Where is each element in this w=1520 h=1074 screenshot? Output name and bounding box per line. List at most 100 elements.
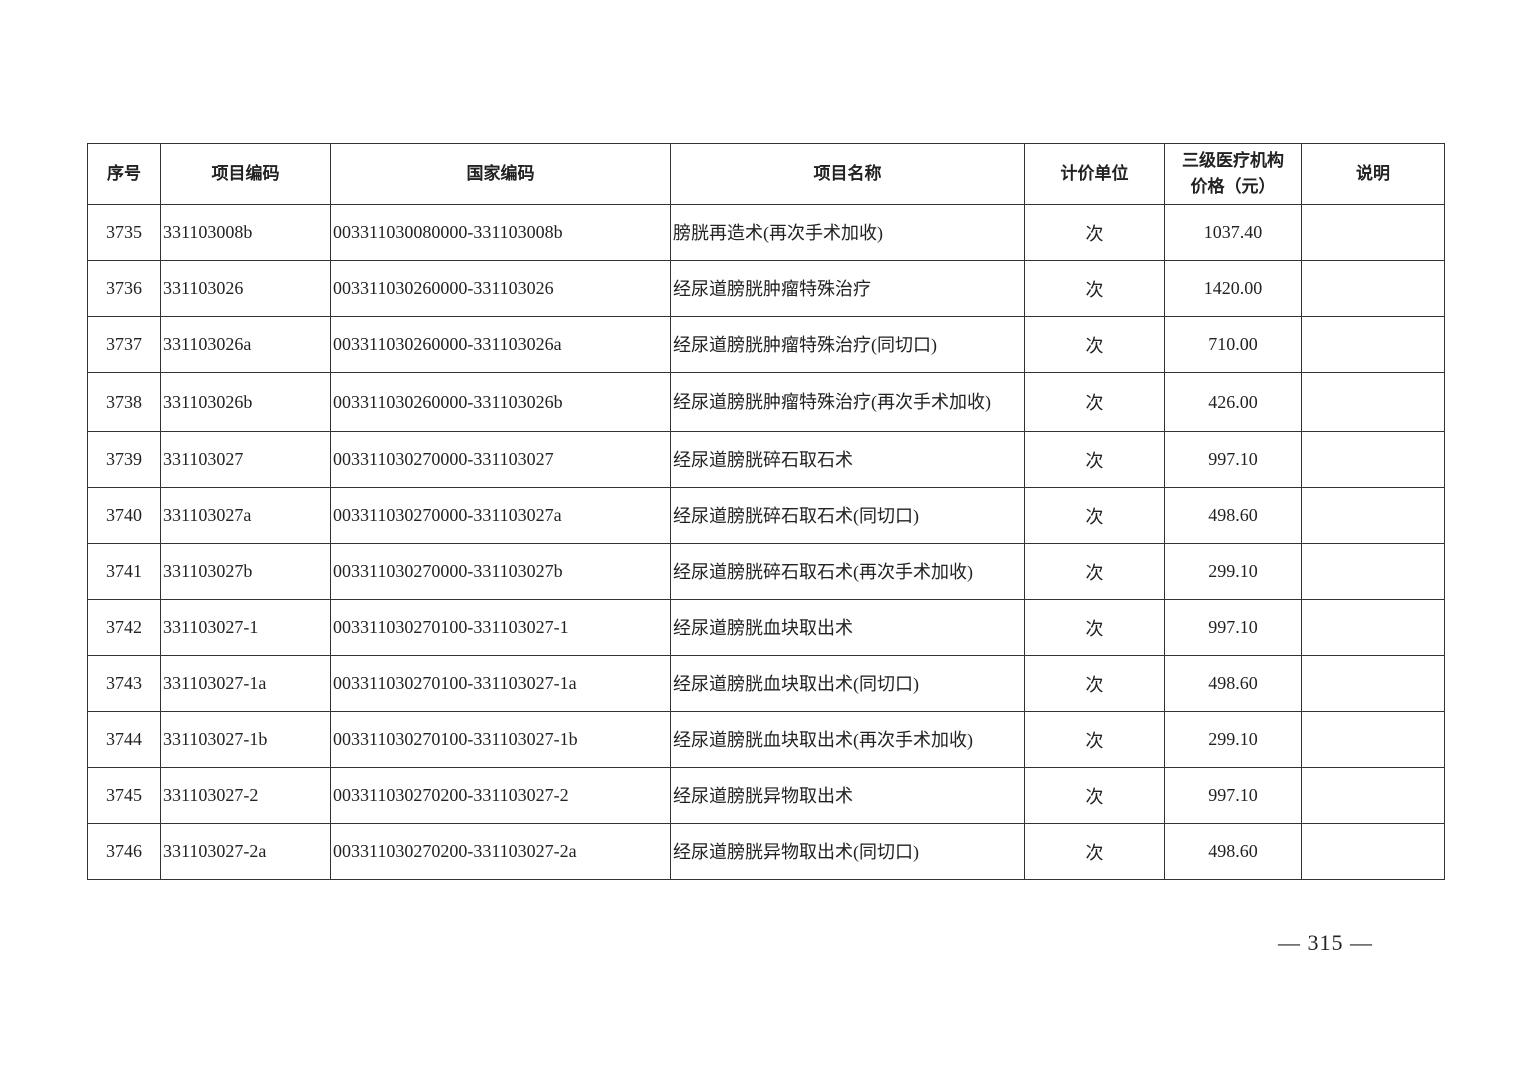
cell-no: 3742 — [87, 599, 161, 656]
table-row: 3743 331103027-1a 003311030270100-33110302… — [87, 655, 1445, 712]
cell-no: 3743 — [87, 655, 161, 712]
header-price: 三级医疗机构 价格（元） — [1164, 143, 1302, 205]
cell-name: 经尿道膀胱碎石取石术(同切口) — [670, 487, 1025, 544]
cell-price: 498.60 — [1164, 823, 1302, 880]
cell-price: 710.00 — [1164, 316, 1302, 373]
cell-unit: 次 — [1024, 767, 1165, 824]
cell-note — [1301, 711, 1445, 768]
table-row: 3738 331103026b 003311030260000-331103026b… — [87, 372, 1445, 432]
cell-price: 498.60 — [1164, 655, 1302, 712]
header-price-line1: 三级医疗机构 — [1182, 151, 1284, 171]
cell-name: 膀胱再造术(再次手术加收) — [670, 204, 1025, 261]
cell-code: 331103026a — [160, 316, 331, 373]
cell-name: 经尿道膀胱肿瘤特殊治疗(同切口) — [670, 316, 1025, 373]
cell-unit: 次 — [1024, 204, 1165, 261]
table-header-row: 序号 项目编码 国家编码 项目名称 计价单位 三级医疗机构 价格（元） 说明 — [87, 143, 1445, 205]
cell-unit: 次 — [1024, 599, 1165, 656]
cell-no: 3740 — [87, 487, 161, 544]
cell-name: 经尿道膀胱异物取出术(同切口) — [670, 823, 1025, 880]
cell-name: 经尿道膀胱异物取出术 — [670, 767, 1025, 824]
cell-no: 3738 — [87, 372, 161, 432]
header-national-code: 国家编码 — [330, 143, 671, 205]
cell-national: 003311030080000-331103008b — [330, 204, 671, 261]
cell-national: 003311030270200-331103027-2 — [330, 767, 671, 824]
cell-code: 331103008b — [160, 204, 331, 261]
cell-name: 经尿道膀胱血块取出术 — [670, 599, 1025, 656]
cell-unit: 次 — [1024, 543, 1165, 600]
cell-name: 经尿道膀胱碎石取石术 — [670, 431, 1025, 488]
cell-code: 331103027-1 — [160, 599, 331, 656]
cell-no: 3737 — [87, 316, 161, 373]
cell-note — [1301, 260, 1445, 317]
header-price-line2: 价格（元） — [1190, 177, 1276, 197]
cell-unit: 次 — [1024, 655, 1165, 712]
cell-code: 331103027a — [160, 487, 331, 544]
cell-no: 3741 — [87, 543, 161, 600]
table-row: 3744 331103027-1b 003311030270100-33110302… — [87, 711, 1445, 768]
cell-name: 经尿道膀胱碎石取石术(再次手术加收) — [670, 543, 1025, 600]
cell-name: 经尿道膀胱肿瘤特殊治疗 — [670, 260, 1025, 317]
cell-national: 003311030270000-331103027 — [330, 431, 671, 488]
cell-code: 331103027-2a — [160, 823, 331, 880]
cell-national: 003311030260000-331103026 — [330, 260, 671, 317]
table-row: 3741 331103027b 003311030270000-331103027b… — [87, 543, 1445, 600]
cell-code: 331103027b — [160, 543, 331, 600]
cell-no: 3745 — [87, 767, 161, 824]
table-row: 3739 331103027 003311030270000-331103027 经尿… — [87, 431, 1445, 488]
cell-name: 经尿道膀胱肿瘤特殊治疗(再次手术加收) — [670, 372, 1025, 432]
cell-national: 003311030260000-331103026b — [330, 372, 671, 432]
header-unit: 计价单位 — [1024, 143, 1165, 205]
table-row: 3740 331103027a 003311030270000-331103027a… — [87, 487, 1445, 544]
cell-name: 经尿道膀胱血块取出术(同切口) — [670, 655, 1025, 712]
cell-unit: 次 — [1024, 316, 1165, 373]
cell-code: 331103026b — [160, 372, 331, 432]
cell-no: 3736 — [87, 260, 161, 317]
price-table: 序号 项目编码 国家编码 项目名称 计价单位 三级医疗机构 价格（元） 说明 37… — [87, 143, 1445, 880]
table-row: 3736 331103026 003311030260000-331103026 经尿… — [87, 260, 1445, 317]
cell-price: 299.10 — [1164, 711, 1302, 768]
table-row: 3737 331103026a 003311030260000-331103026a… — [87, 316, 1445, 373]
cell-national: 003311030270000-331103027b — [330, 543, 671, 600]
header-note: 说明 — [1301, 143, 1445, 205]
cell-unit: 次 — [1024, 823, 1165, 880]
cell-no: 3746 — [87, 823, 161, 880]
cell-note — [1301, 655, 1445, 712]
cell-no: 3744 — [87, 711, 161, 768]
cell-code: 331103027-1b — [160, 711, 331, 768]
cell-note — [1301, 543, 1445, 600]
cell-code: 331103026 — [160, 260, 331, 317]
cell-no: 3739 — [87, 431, 161, 488]
cell-price: 299.10 — [1164, 543, 1302, 600]
cell-price: 1420.00 — [1164, 260, 1302, 317]
header-no: 序号 — [87, 143, 161, 205]
cell-national: 003311030270100-331103027-1a — [330, 655, 671, 712]
cell-price: 997.10 — [1164, 431, 1302, 488]
table-row: 3745 331103027-2 003311030270200-331103027… — [87, 767, 1445, 824]
cell-note — [1301, 599, 1445, 656]
cell-national: 003311030270100-331103027-1 — [330, 599, 671, 656]
cell-national: 003311030270000-331103027a — [330, 487, 671, 544]
cell-unit: 次 — [1024, 260, 1165, 317]
cell-unit: 次 — [1024, 372, 1165, 432]
cell-code: 331103027 — [160, 431, 331, 488]
cell-national: 003311030270200-331103027-2a — [330, 823, 671, 880]
cell-national: 003311030260000-331103026a — [330, 316, 671, 373]
cell-price: 498.60 — [1164, 487, 1302, 544]
cell-no: 3735 — [87, 204, 161, 261]
cell-note — [1301, 372, 1445, 432]
cell-unit: 次 — [1024, 487, 1165, 544]
cell-price: 997.10 — [1164, 767, 1302, 824]
cell-unit: 次 — [1024, 711, 1165, 768]
cell-note — [1301, 431, 1445, 488]
cell-price: 997.10 — [1164, 599, 1302, 656]
table-row: 3742 331103027-1 003311030270100-331103027… — [87, 599, 1445, 656]
cell-note — [1301, 767, 1445, 824]
cell-code: 331103027-1a — [160, 655, 331, 712]
table-row: 3746 331103027-2a 003311030270200-33110302… — [87, 823, 1445, 880]
table-row: 3735 331103008b 003311030080000-331103008b… — [87, 204, 1445, 261]
cell-note — [1301, 823, 1445, 880]
cell-note — [1301, 204, 1445, 261]
cell-price: 426.00 — [1164, 372, 1302, 432]
page-number: — 315 — — [1278, 930, 1373, 955]
cell-name: 经尿道膀胱血块取出术(再次手术加收) — [670, 711, 1025, 768]
